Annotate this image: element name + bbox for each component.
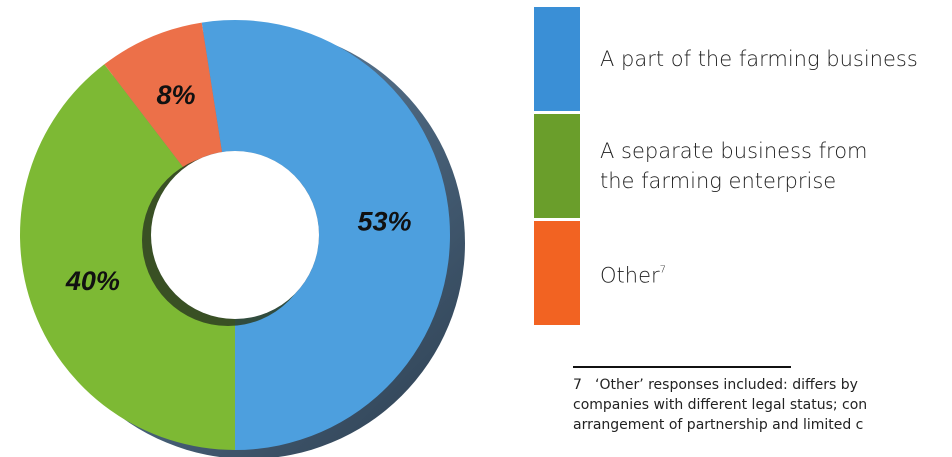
legend-text: A part of the farming business: [600, 47, 918, 71]
slice: [104, 22, 222, 169]
legend-swatch: [534, 7, 580, 111]
footnote-text: companies with different legal status; c…: [573, 397, 868, 413]
legend-label: Other7: [600, 256, 666, 291]
footnote-rule: [573, 366, 791, 368]
legend-text: A separate business from the farming ent…: [600, 139, 868, 193]
slice: [19, 64, 236, 450]
footnote-line: companies with different legal status; c…: [573, 395, 952, 415]
legend-swatch: [534, 221, 580, 325]
footnote-line: 7 ‘Other’ responses included: differs by: [573, 375, 952, 395]
value-label: 40%: [65, 266, 120, 296]
footnote-marker: 7: [659, 264, 667, 276]
donut-chart: 53% 40% 8%: [19, 20, 465, 457]
slices: [19, 20, 450, 450]
value-label: 8%: [156, 80, 195, 110]
footnote-text: arrangement of partnership and limited c: [573, 417, 864, 433]
legend-label: A separate business from the farming ent…: [600, 136, 880, 196]
hole: [151, 151, 319, 319]
footnote-text: ‘Other’ responses included: differs by: [595, 377, 858, 393]
footnote: 7 ‘Other’ responses included: differs by c…: [573, 375, 952, 435]
slice: [201, 20, 450, 450]
legend-text: Other: [600, 263, 660, 288]
value-label: 53%: [358, 206, 412, 236]
legend-swatch: [534, 114, 580, 218]
footnote-number: 7: [573, 377, 582, 393]
labels: 53% 40% 8%: [65, 80, 412, 296]
legend-label: A part of the farming business: [600, 44, 918, 74]
footnote-line: arrangement of partnership and limited c: [573, 415, 952, 435]
